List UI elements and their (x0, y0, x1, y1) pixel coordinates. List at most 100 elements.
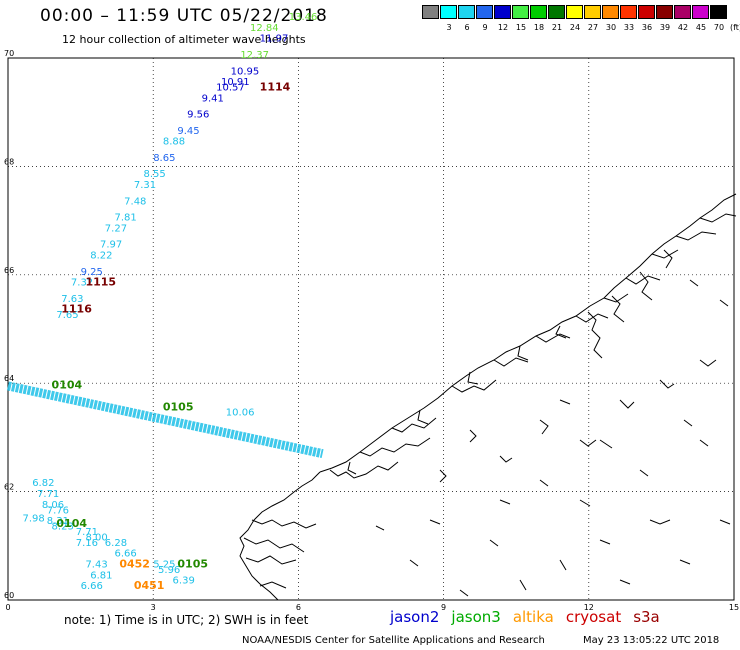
map-frame (7, 57, 735, 601)
colorbar-label: 24 (569, 23, 581, 32)
satellite-tracks: 7.65 7.63 7.329.25 8.227.97 7.277.81 7.48 7.31… (7, 12, 324, 592)
colorbar-label: 27 (587, 23, 599, 32)
satellite-legend: jason2 jason3 altika cryosat s3a (390, 608, 672, 626)
colorbar-swatch (710, 5, 727, 19)
lat-tick-label: 62 (4, 483, 14, 492)
pass-time-label: 1114 (260, 81, 291, 94)
colorbar-label: 33 (623, 23, 635, 32)
wave-height-label: 10.57 (216, 83, 245, 94)
colorbar-swatch (692, 5, 709, 19)
colorbar-swatch (512, 5, 529, 19)
wave-height-label: 7.31 (134, 180, 156, 191)
pass-time-label: 0451 (134, 579, 165, 592)
pass-time-label: 1116 (61, 303, 92, 316)
wave-height-label: 6.66 (114, 549, 136, 560)
pass-time-label: 1115 (85, 276, 116, 289)
colorbar-label: 6 (464, 23, 470, 32)
wave-height-label: 8.06 (42, 500, 64, 511)
lon-tick-label: 3 (151, 603, 156, 612)
colorbar-label: 3 (446, 23, 452, 32)
wave-height-label: 7.16 (76, 538, 98, 549)
wave-height-label: 10.91 (221, 77, 250, 88)
wave-height-label: 7.71 (76, 527, 98, 538)
lon-tick-label: 9 (441, 603, 446, 612)
wave-height-label: 5.96 (158, 565, 180, 576)
footer-note: note: 1) Time is in UTC; 2) SWH is in fe… (64, 613, 309, 627)
colorbar-swatch (530, 5, 547, 19)
colorbar-label: 30 (605, 23, 617, 32)
legend-entry-altika: altika (512, 608, 554, 626)
wave-height-label: 7.98 (23, 513, 45, 524)
wave-height-label: 8.23 (52, 522, 74, 533)
legend-entry-s3a: s3a (633, 608, 660, 626)
wave-height-label: 7.76 (47, 505, 69, 516)
colorbar-unit: (ft) (730, 23, 740, 32)
colorbar-label: 36 (641, 23, 653, 32)
colorbar-swatch (440, 5, 457, 19)
pass-time-label: 0105 (163, 400, 194, 413)
wave-height-label: 8.65 (153, 153, 175, 164)
legend-entry-cryosat: cryosat (565, 608, 622, 626)
colorbar-label: 12 (497, 23, 509, 32)
wave-height-label: 12.37 (240, 50, 269, 61)
legend-entry-jason2: jason2 (390, 608, 440, 626)
pass-time-label: 0105 (177, 557, 208, 570)
lat-tick-label: 64 (4, 374, 14, 383)
lon-tick-label: 12 (584, 603, 594, 612)
wave-height-label: 6.28 (105, 538, 127, 549)
colorbar-swatch (584, 5, 601, 19)
colorbar-swatch (656, 5, 673, 19)
wave-height-label: 7.71 (37, 489, 59, 500)
wave-height-label: 5.25 (153, 559, 175, 570)
wave-height-label: 12.84 (250, 23, 279, 34)
wave-height-label: 7.81 (114, 213, 136, 224)
colorbar-swatch (548, 5, 565, 19)
pass-time-label: 0104 (56, 517, 87, 530)
lon-tick-label: 6 (296, 603, 301, 612)
colorbar-swatch (566, 5, 583, 19)
wave-height-label: 7.63 (61, 294, 83, 305)
lat-tick-label: 70 (4, 49, 14, 58)
wave-height-label: 10.95 (231, 66, 260, 77)
wave-height-label: 8.88 (163, 137, 185, 148)
legend-entry-jason3: jason3 (451, 608, 501, 626)
wave-height-label: 6.39 (173, 576, 195, 587)
wave-height-label: 9.45 (177, 126, 199, 137)
lon-tick-label: 0 (5, 603, 10, 612)
colorbar-label: 39 (659, 23, 671, 32)
wave-height-label: 7.97 (100, 240, 122, 251)
dense-track-band (7, 381, 324, 459)
wave-height-label: 9.25 (81, 267, 103, 278)
lat-tick-label: 68 (4, 157, 14, 166)
colorbar-label: 45 (695, 23, 707, 32)
wave-height-label: 6.66 (81, 581, 103, 592)
colorbar-swatch (476, 5, 493, 19)
colorbar-label: 15 (515, 23, 527, 32)
lat-tick-label: 60 (4, 591, 14, 600)
wave-height-label: 8.22 (90, 251, 112, 262)
colorbar-label: 9 (482, 23, 488, 32)
coastline (239, 193, 737, 601)
wave-height-label: 7.48 (124, 196, 146, 207)
wave-height-label: 7.32 (71, 278, 93, 289)
wave-height-label: 13.46 (289, 12, 318, 23)
pass-time-label: 0104 (52, 379, 83, 392)
wave-height-label: 9.41 (202, 93, 224, 104)
colorbar-label: 70 (713, 23, 725, 32)
page-title: 00:00 – 11:59 UTC 05/22/2018 (40, 6, 328, 26)
colorbar-swatch (422, 5, 439, 19)
colorbar-swatch (638, 5, 655, 19)
wave-height-label: 11.97 (260, 34, 289, 45)
generation-timestamp: May 23 13:05:22 UTC 2018 (583, 635, 720, 646)
colorbar-label: 18 (533, 23, 545, 32)
colorbar-swatch (602, 5, 619, 19)
wave-height-label: 7.27 (105, 223, 127, 234)
lat-tick-label: 66 (4, 266, 14, 275)
colorbar-label: 21 (551, 23, 563, 32)
lon-tick-label: 15 (729, 603, 739, 612)
colorbar-swatch (458, 5, 475, 19)
pass-time-label: 0452 (119, 557, 150, 570)
colorbar-swatch (620, 5, 637, 19)
